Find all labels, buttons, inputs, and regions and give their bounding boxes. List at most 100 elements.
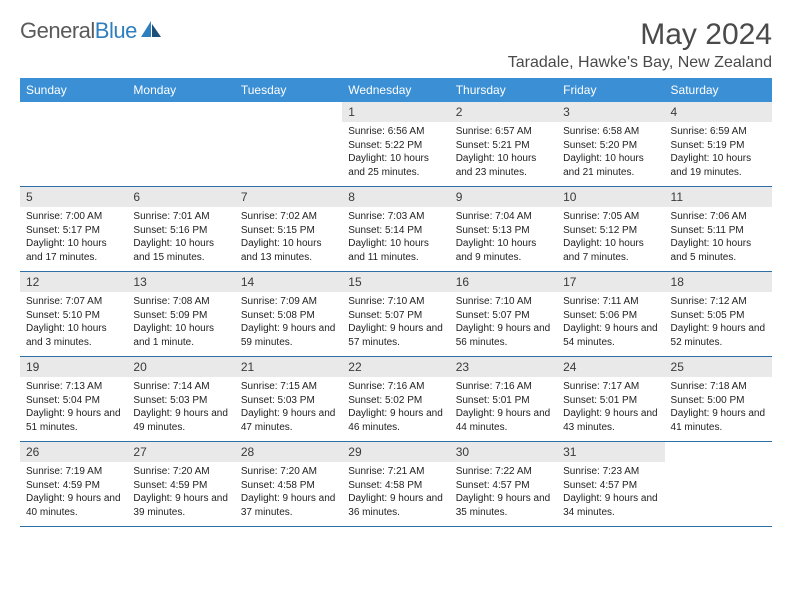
title-block: May 2024 Taradale, Hawke's Bay, New Zeal… bbox=[508, 18, 772, 72]
day-cell: 26Sunrise: 7:19 AMSunset: 4:59 PMDayligh… bbox=[20, 442, 127, 526]
day-cell bbox=[235, 102, 342, 186]
day-number: 10 bbox=[557, 187, 664, 207]
sunrise-line: Sunrise: 7:17 AM bbox=[563, 380, 658, 394]
sunrise-line: Sunrise: 7:22 AM bbox=[456, 465, 551, 479]
weekday-cell: Saturday bbox=[665, 78, 772, 102]
day-number: 9 bbox=[450, 187, 557, 207]
sunset-line: Sunset: 5:13 PM bbox=[456, 224, 551, 238]
sunset-line: Sunset: 5:01 PM bbox=[563, 394, 658, 408]
daylight-line: Daylight: 9 hours and 36 minutes. bbox=[348, 492, 443, 519]
daylight-line: Daylight: 9 hours and 43 minutes. bbox=[563, 407, 658, 434]
sunset-line: Sunset: 5:15 PM bbox=[241, 224, 336, 238]
day-body: Sunrise: 7:20 AMSunset: 4:58 PMDaylight:… bbox=[235, 462, 342, 524]
sunset-line: Sunset: 5:14 PM bbox=[348, 224, 443, 238]
sunrise-line: Sunrise: 6:57 AM bbox=[456, 125, 551, 139]
day-number: 6 bbox=[127, 187, 234, 207]
sunset-line: Sunset: 4:59 PM bbox=[26, 479, 121, 493]
sunrise-line: Sunrise: 7:10 AM bbox=[456, 295, 551, 309]
daylight-line: Daylight: 10 hours and 13 minutes. bbox=[241, 237, 336, 264]
day-body: Sunrise: 7:16 AMSunset: 5:01 PMDaylight:… bbox=[450, 377, 557, 439]
day-number: 22 bbox=[342, 357, 449, 377]
day-number: 3 bbox=[557, 102, 664, 122]
sunrise-line: Sunrise: 7:01 AM bbox=[133, 210, 228, 224]
sunrise-line: Sunrise: 7:19 AM bbox=[26, 465, 121, 479]
sunset-line: Sunset: 5:09 PM bbox=[133, 309, 228, 323]
day-number: 30 bbox=[450, 442, 557, 462]
day-body: Sunrise: 7:18 AMSunset: 5:00 PMDaylight:… bbox=[665, 377, 772, 439]
day-cell: 8Sunrise: 7:03 AMSunset: 5:14 PMDaylight… bbox=[342, 187, 449, 271]
day-number: 12 bbox=[20, 272, 127, 292]
weeks-container: 1Sunrise: 6:56 AMSunset: 5:22 PMDaylight… bbox=[20, 102, 772, 527]
day-number: 21 bbox=[235, 357, 342, 377]
day-body: Sunrise: 7:00 AMSunset: 5:17 PMDaylight:… bbox=[20, 207, 127, 269]
day-number: 4 bbox=[665, 102, 772, 122]
daylight-line: Daylight: 10 hours and 3 minutes. bbox=[26, 322, 121, 349]
sunrise-line: Sunrise: 7:02 AM bbox=[241, 210, 336, 224]
day-number: 27 bbox=[127, 442, 234, 462]
day-cell: 2Sunrise: 6:57 AMSunset: 5:21 PMDaylight… bbox=[450, 102, 557, 186]
sunrise-line: Sunrise: 7:05 AM bbox=[563, 210, 658, 224]
daylight-line: Daylight: 9 hours and 35 minutes. bbox=[456, 492, 551, 519]
day-body: Sunrise: 7:05 AMSunset: 5:12 PMDaylight:… bbox=[557, 207, 664, 269]
day-body: Sunrise: 7:23 AMSunset: 4:57 PMDaylight:… bbox=[557, 462, 664, 524]
day-cell: 31Sunrise: 7:23 AMSunset: 4:57 PMDayligh… bbox=[557, 442, 664, 526]
sunrise-line: Sunrise: 6:59 AM bbox=[671, 125, 766, 139]
daylight-line: Daylight: 9 hours and 37 minutes. bbox=[241, 492, 336, 519]
sunset-line: Sunset: 5:16 PM bbox=[133, 224, 228, 238]
day-number: 24 bbox=[557, 357, 664, 377]
day-cell: 20Sunrise: 7:14 AMSunset: 5:03 PMDayligh… bbox=[127, 357, 234, 441]
day-number: 29 bbox=[342, 442, 449, 462]
day-cell: 16Sunrise: 7:10 AMSunset: 5:07 PMDayligh… bbox=[450, 272, 557, 356]
sunrise-line: Sunrise: 7:18 AM bbox=[671, 380, 766, 394]
day-cell: 25Sunrise: 7:18 AMSunset: 5:00 PMDayligh… bbox=[665, 357, 772, 441]
day-cell: 30Sunrise: 7:22 AMSunset: 4:57 PMDayligh… bbox=[450, 442, 557, 526]
day-number: 28 bbox=[235, 442, 342, 462]
sunrise-line: Sunrise: 7:06 AM bbox=[671, 210, 766, 224]
logo-text: GeneralBlue bbox=[20, 18, 137, 44]
day-body: Sunrise: 7:06 AMSunset: 5:11 PMDaylight:… bbox=[665, 207, 772, 269]
day-number: 26 bbox=[20, 442, 127, 462]
weekday-cell: Friday bbox=[557, 78, 664, 102]
day-body: Sunrise: 7:03 AMSunset: 5:14 PMDaylight:… bbox=[342, 207, 449, 269]
sunrise-line: Sunrise: 7:16 AM bbox=[456, 380, 551, 394]
week-row: 12Sunrise: 7:07 AMSunset: 5:10 PMDayligh… bbox=[20, 272, 772, 357]
day-cell: 6Sunrise: 7:01 AMSunset: 5:16 PMDaylight… bbox=[127, 187, 234, 271]
day-number: 2 bbox=[450, 102, 557, 122]
day-body: Sunrise: 7:14 AMSunset: 5:03 PMDaylight:… bbox=[127, 377, 234, 439]
day-body: Sunrise: 7:11 AMSunset: 5:06 PMDaylight:… bbox=[557, 292, 664, 354]
day-number: 7 bbox=[235, 187, 342, 207]
sunset-line: Sunset: 5:04 PM bbox=[26, 394, 121, 408]
day-cell: 22Sunrise: 7:16 AMSunset: 5:02 PMDayligh… bbox=[342, 357, 449, 441]
sunrise-line: Sunrise: 7:04 AM bbox=[456, 210, 551, 224]
daylight-line: Daylight: 9 hours and 41 minutes. bbox=[671, 407, 766, 434]
day-body: Sunrise: 7:20 AMSunset: 4:59 PMDaylight:… bbox=[127, 462, 234, 524]
day-number: 15 bbox=[342, 272, 449, 292]
daylight-line: Daylight: 10 hours and 1 minute. bbox=[133, 322, 228, 349]
day-body: Sunrise: 6:57 AMSunset: 5:21 PMDaylight:… bbox=[450, 122, 557, 184]
sail-icon bbox=[140, 19, 162, 44]
day-number: 18 bbox=[665, 272, 772, 292]
day-number: 20 bbox=[127, 357, 234, 377]
day-cell: 24Sunrise: 7:17 AMSunset: 5:01 PMDayligh… bbox=[557, 357, 664, 441]
daylight-line: Daylight: 10 hours and 7 minutes. bbox=[563, 237, 658, 264]
sunrise-line: Sunrise: 7:09 AM bbox=[241, 295, 336, 309]
sunrise-line: Sunrise: 7:14 AM bbox=[133, 380, 228, 394]
day-cell: 10Sunrise: 7:05 AMSunset: 5:12 PMDayligh… bbox=[557, 187, 664, 271]
sunset-line: Sunset: 5:06 PM bbox=[563, 309, 658, 323]
sunrise-line: Sunrise: 7:03 AM bbox=[348, 210, 443, 224]
day-cell bbox=[665, 442, 772, 526]
daylight-line: Daylight: 10 hours and 21 minutes. bbox=[563, 152, 658, 179]
sunset-line: Sunset: 5:12 PM bbox=[563, 224, 658, 238]
daylight-line: Daylight: 9 hours and 52 minutes. bbox=[671, 322, 766, 349]
sunrise-line: Sunrise: 6:58 AM bbox=[563, 125, 658, 139]
day-body: Sunrise: 7:19 AMSunset: 4:59 PMDaylight:… bbox=[20, 462, 127, 524]
day-cell bbox=[127, 102, 234, 186]
week-row: 19Sunrise: 7:13 AMSunset: 5:04 PMDayligh… bbox=[20, 357, 772, 442]
daylight-line: Daylight: 9 hours and 59 minutes. bbox=[241, 322, 336, 349]
day-body: Sunrise: 7:01 AMSunset: 5:16 PMDaylight:… bbox=[127, 207, 234, 269]
day-cell: 14Sunrise: 7:09 AMSunset: 5:08 PMDayligh… bbox=[235, 272, 342, 356]
sunrise-line: Sunrise: 7:15 AM bbox=[241, 380, 336, 394]
day-cell: 9Sunrise: 7:04 AMSunset: 5:13 PMDaylight… bbox=[450, 187, 557, 271]
daylight-line: Daylight: 9 hours and 40 minutes. bbox=[26, 492, 121, 519]
day-body: Sunrise: 7:17 AMSunset: 5:01 PMDaylight:… bbox=[557, 377, 664, 439]
